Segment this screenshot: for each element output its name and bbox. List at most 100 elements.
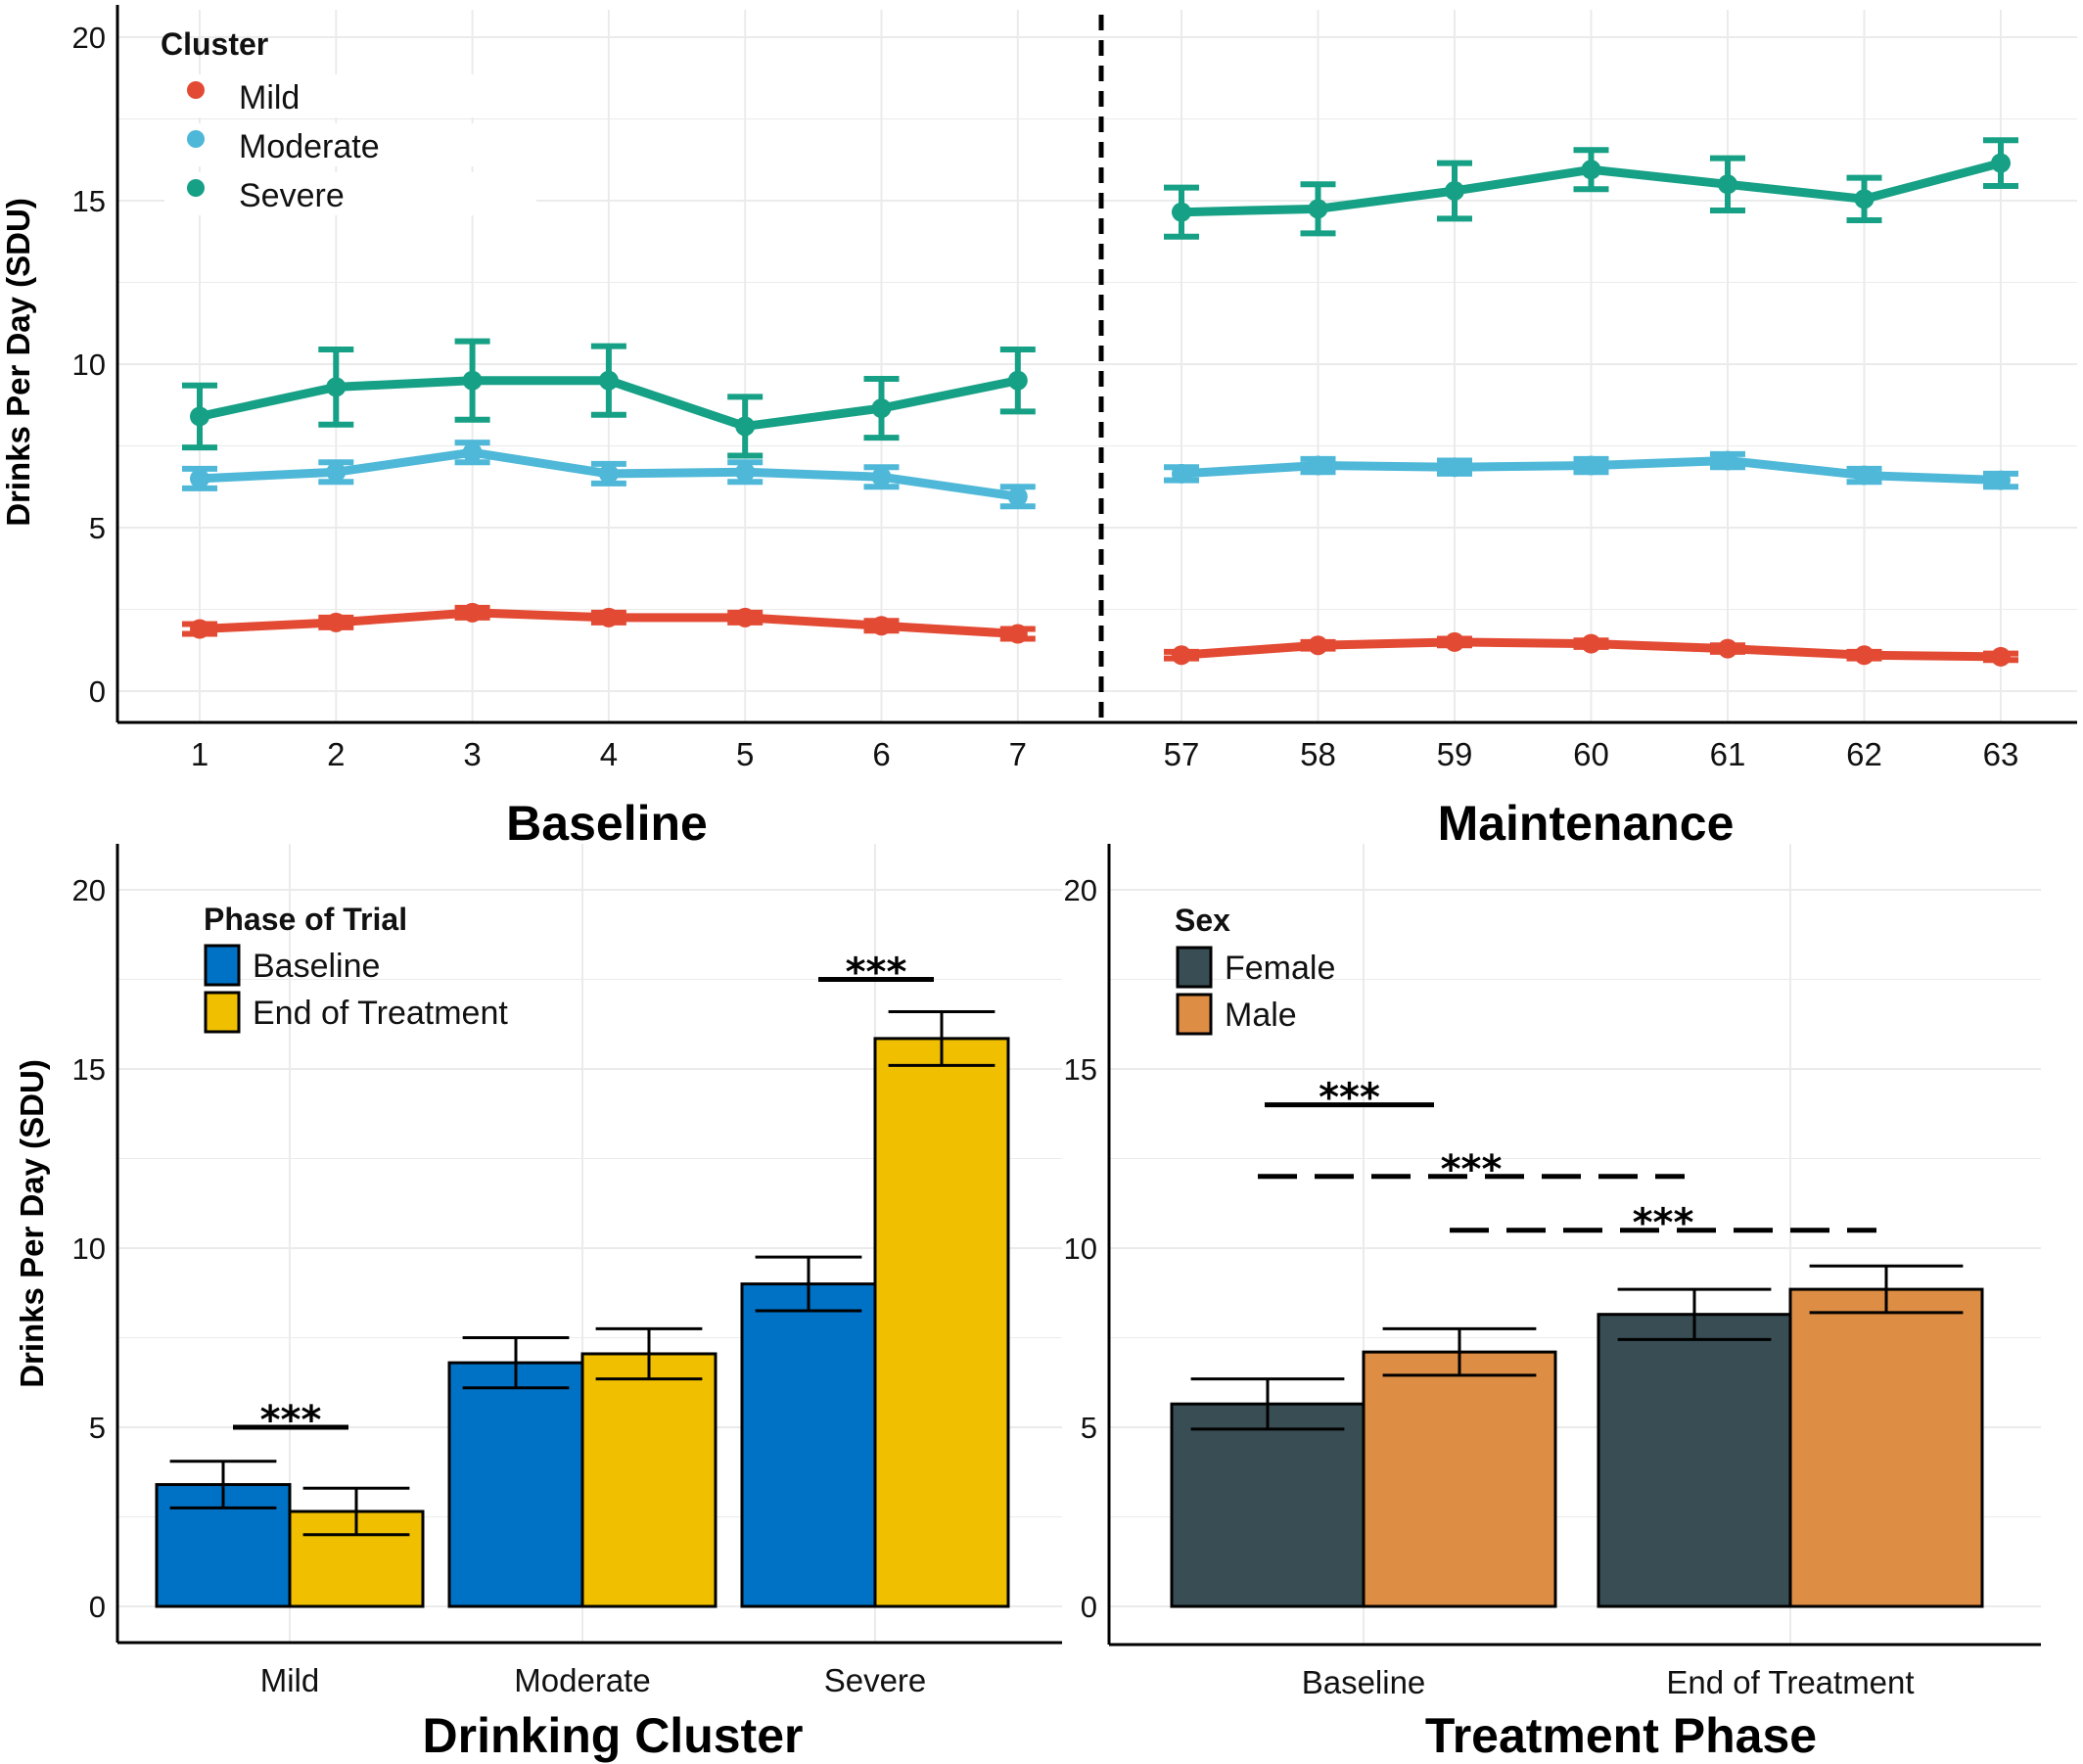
legend-key-background — [164, 123, 536, 166]
mild-data-point — [1445, 631, 1464, 652]
severe-data-point — [1854, 189, 1875, 209]
legend-label-female: Female — [1225, 950, 1335, 987]
moderate-data-point — [1991, 470, 2011, 490]
bar-x-tick-label: Mild — [260, 1662, 320, 1698]
severe-data-point — [871, 398, 892, 419]
bar-x-tick-label: Baseline — [1302, 1664, 1426, 1700]
mild-data-point — [1718, 638, 1737, 659]
moderate-data-point — [462, 442, 483, 463]
top-x-tick-label: 59 — [1437, 736, 1473, 772]
significance-stars: *** — [1633, 1201, 1694, 1246]
legend-key-background — [164, 74, 536, 117]
moderate-data-point — [1308, 455, 1328, 476]
moderate-data-point — [1854, 465, 1875, 486]
top-line-chart: Drinks Per Day (SDU) Baseline Maintenanc… — [0, 5, 2077, 851]
top-x-tick-label: 63 — [1983, 736, 2019, 772]
legend-label-mild: Mild — [239, 79, 300, 116]
severe-data-point — [1581, 160, 1601, 180]
severe-data-point — [1445, 180, 1464, 201]
sex-legend-title: Sex — [1175, 903, 1230, 938]
severe-data-point — [1172, 202, 1191, 222]
moderate-data-point — [1581, 455, 1601, 476]
bottom-left-y-axis-label: Drinks Per Day (SDU) — [14, 1059, 50, 1388]
legend-key-end-of-treatment — [204, 991, 241, 1034]
mild-data-point — [598, 607, 619, 627]
mild-data-point — [735, 607, 756, 627]
top-x-tick-label: 61 — [1710, 736, 1746, 772]
bar-x-tick-label: Moderate — [514, 1662, 650, 1698]
bar-x-tick-label: End of Treatment — [1666, 1664, 1914, 1700]
severe-data-point — [1718, 174, 1737, 195]
cluster-legend-title: Cluster — [161, 26, 268, 62]
top-x-tick-label: 1 — [191, 736, 208, 772]
bar-y-tick-label: 0 — [89, 1590, 106, 1624]
maintenance-segment-label: Maintenance — [1438, 796, 1735, 851]
bar-female — [1597, 1313, 1792, 1608]
legend-key-baseline — [204, 944, 241, 987]
bar-male — [1362, 1350, 1557, 1608]
top-y-tick-label: 5 — [89, 511, 106, 545]
significance-stars: *** — [1319, 1076, 1380, 1121]
moderate-data-point — [190, 468, 209, 488]
severe-data-point — [326, 377, 347, 397]
bottom-left-bar-chart: Drinks Per Day (SDU) Drinking Cluster 0 5… — [14, 844, 1062, 1763]
legend-label-baseline: Baseline — [253, 948, 380, 985]
significance-stars: *** — [1441, 1147, 1503, 1192]
severe-data-point — [462, 370, 483, 391]
severe-data-point — [598, 370, 619, 391]
severe-data-point — [1991, 153, 2011, 173]
bar-y-tick-label: 20 — [1064, 873, 1097, 907]
moderate-data-point — [735, 462, 756, 483]
mild-data-point — [1007, 624, 1028, 644]
bar-male — [1788, 1287, 1984, 1608]
bar-baseline — [447, 1361, 584, 1608]
bar-y-tick-label: 20 — [72, 873, 106, 907]
significance-stars: *** — [260, 1398, 322, 1443]
bar-x-tick-label: Severe — [824, 1662, 927, 1698]
top-x-tick-label: 58 — [1300, 736, 1336, 772]
moderate-data-point — [326, 462, 347, 483]
mild-data-point — [1854, 645, 1875, 666]
bar-end-of-treatment — [873, 1037, 1010, 1608]
top-y-tick-label: 20 — [72, 21, 106, 55]
legend-key-background — [164, 172, 536, 215]
moderate-data-point — [598, 463, 619, 484]
moderate-data-point — [1172, 463, 1191, 484]
top-x-tick-label: 7 — [1009, 736, 1027, 772]
top-y-tick-label: 15 — [72, 184, 106, 218]
mild-data-point — [1172, 645, 1191, 666]
top-x-tick-label: 3 — [463, 736, 481, 772]
moderate-data-point — [1718, 450, 1737, 471]
mild-data-point — [1991, 646, 2011, 667]
bar-y-tick-label: 15 — [1064, 1052, 1097, 1087]
bar-end-of-treatment — [580, 1352, 717, 1608]
top-x-tick-label: 57 — [1164, 736, 1200, 772]
bar-y-tick-label: 10 — [1064, 1231, 1097, 1266]
phase-legend-title: Phase of Trial — [204, 902, 407, 937]
top-y-axis-label: Drinks Per Day (SDU) — [0, 198, 36, 527]
legend-label-severe: Severe — [239, 177, 345, 214]
severe-data-point — [190, 406, 209, 427]
legend-key-severe — [187, 179, 205, 197]
bottom-left-x-axis-title: Drinking Cluster — [423, 1708, 804, 1763]
bottom-right-x-axis-title: Treatment Phase — [1425, 1708, 1817, 1763]
top-x-tick-label: 6 — [872, 736, 890, 772]
mild-data-point — [871, 616, 892, 636]
mild-data-point — [326, 612, 347, 632]
mild-data-point — [462, 602, 483, 623]
bar-y-tick-label: 5 — [89, 1411, 106, 1445]
legend-label-male: Male — [1225, 997, 1297, 1034]
top-x-tick-label: 5 — [736, 736, 754, 772]
severe-data-point — [1308, 199, 1328, 219]
legend-key-moderate — [187, 130, 205, 148]
legend-key-male — [1176, 993, 1213, 1036]
top-x-tick-label: 62 — [1846, 736, 1882, 772]
legend-label-moderate: Moderate — [239, 128, 380, 165]
mild-data-point — [1581, 633, 1601, 654]
bar-y-tick-label: 10 — [72, 1231, 106, 1266]
top-x-tick-label: 60 — [1573, 736, 1609, 772]
legend-key-female — [1176, 946, 1213, 989]
legend-key-mild — [187, 81, 205, 99]
bar-female — [1170, 1402, 1366, 1608]
